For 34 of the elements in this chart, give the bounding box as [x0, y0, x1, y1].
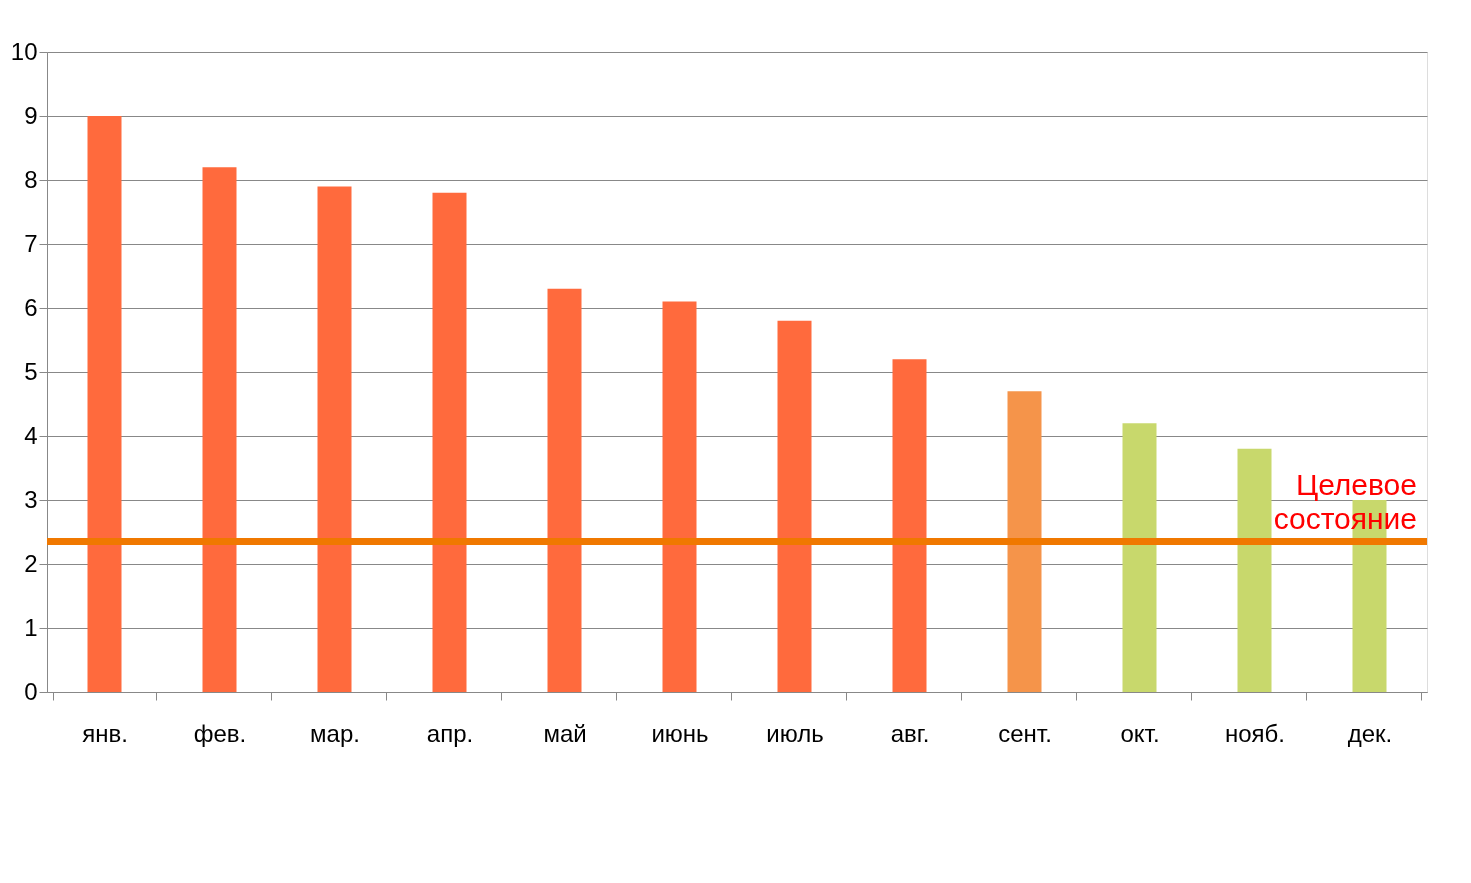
x-tick-label: янв. — [82, 719, 128, 747]
y-tick-label: 2 — [24, 549, 38, 577]
bar — [317, 186, 352, 692]
bar — [432, 192, 467, 692]
x-tick-label: июнь — [651, 719, 709, 747]
y-tick-label: 0 — [24, 677, 38, 705]
y-tick-label: 4 — [24, 421, 38, 449]
bar — [1237, 448, 1272, 692]
y-tick-label: 3 — [24, 485, 38, 513]
y-tick-label: 8 — [24, 165, 38, 193]
bar — [1122, 423, 1157, 692]
x-tick-label: дек. — [1347, 719, 1393, 747]
x-tick-label: нояб. — [1224, 719, 1286, 747]
x-tick-label: окт. — [1120, 719, 1160, 747]
bar — [547, 288, 582, 692]
y-tick-label: 10 — [10, 37, 38, 65]
bar — [892, 359, 927, 692]
x-tick-label: июль — [766, 719, 824, 747]
y-tick-label: 9 — [24, 101, 38, 129]
bar — [662, 301, 697, 692]
x-tick-label: фев. — [193, 719, 247, 747]
bar — [1007, 391, 1042, 692]
y-tick-label: 7 — [24, 229, 38, 257]
bar — [202, 167, 237, 692]
bar — [87, 116, 122, 692]
x-tick-label: мар. — [310, 719, 360, 747]
y-tick-label: 5 — [24, 357, 38, 385]
x-tick-label: авг. — [890, 719, 930, 747]
y-tick-label: 6 — [24, 293, 38, 321]
x-tick-label: май — [543, 719, 587, 747]
x-tick-label: сент. — [998, 719, 1052, 747]
bar — [777, 320, 812, 692]
y-tick-label: 1 — [24, 613, 38, 641]
x-tick-label: апр. — [426, 719, 474, 747]
